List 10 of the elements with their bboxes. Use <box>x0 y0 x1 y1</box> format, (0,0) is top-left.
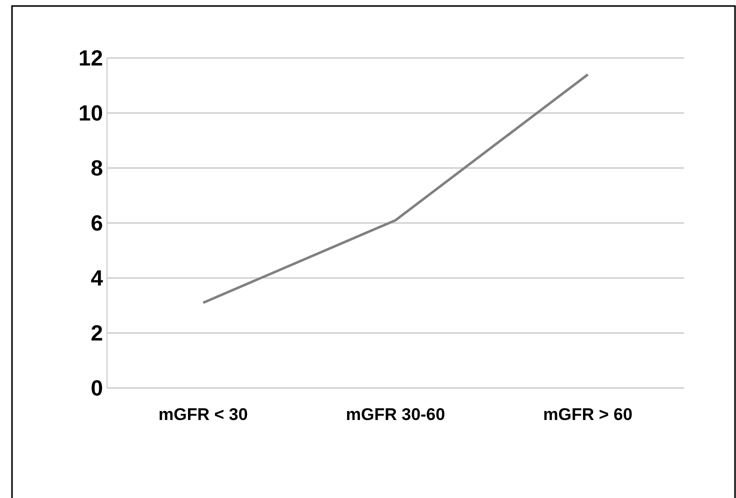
y-tick-label: 12 <box>78 46 103 71</box>
y-tick-label: 10 <box>78 100 103 126</box>
x-tick-label: mGFR < 30 <box>158 405 248 424</box>
y-tick-label: 4 <box>90 266 104 291</box>
y-tick-label: 0 <box>90 376 103 401</box>
y-tick-label: 6 <box>90 210 103 236</box>
y-tick-label: 2 <box>90 320 103 346</box>
x-tick-label: mGFR 30-60 <box>346 405 446 424</box>
x-tick-label: mGFR > 60 <box>543 405 632 424</box>
y-tick-label: 8 <box>90 156 103 181</box>
